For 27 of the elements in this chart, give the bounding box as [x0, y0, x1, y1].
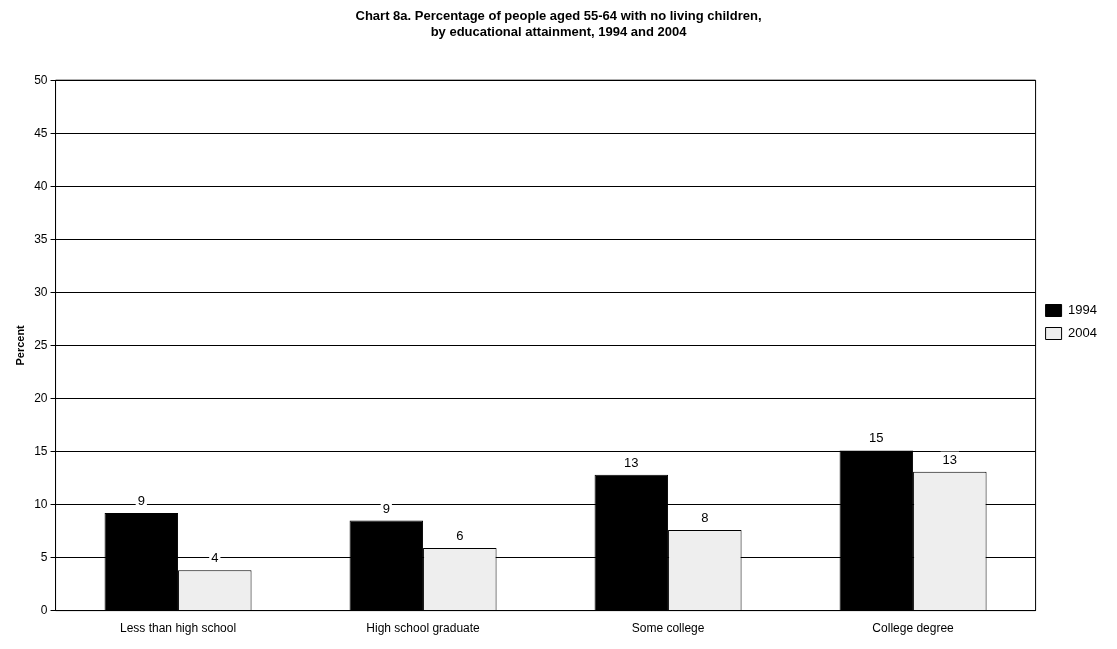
x-tick-label: College degree [872, 621, 955, 636]
data-label: 9 [137, 493, 145, 509]
y-tick-label: 10 [34, 496, 48, 511]
data-label: 6 [456, 528, 464, 544]
y-tick-label: 0 [40, 602, 48, 617]
y-axis-title: Percent [13, 324, 26, 366]
y-tick-label: 20 [34, 390, 48, 405]
y-tick-label: 30 [34, 284, 48, 299]
y-tick-label: 35 [34, 231, 48, 246]
legend-label: 2004 [1068, 325, 1097, 341]
x-tick-label: High school graduate [366, 621, 481, 636]
y-tick-label: 50 [34, 72, 48, 87]
data-label: 15 [869, 430, 884, 446]
y-tick-label: 45 [34, 125, 48, 140]
y-tick-label: 15 [34, 443, 48, 458]
data-label: 9 [382, 500, 390, 516]
y-tick-label: 25 [34, 337, 48, 352]
data-label: 8 [701, 510, 709, 526]
chart-title: Chart 8a. Percentage of people aged 55-64 with no living children, by educational attainment, 1994 and 2004 [355, 8, 762, 39]
x-tick-label: Some college [631, 621, 705, 636]
data-label: 13 [624, 454, 639, 470]
data-label: 4 [211, 550, 219, 566]
x-tick-label: Less than high school [120, 621, 237, 636]
y-tick-label: 5 [40, 549, 48, 564]
y-tick-label: 40 [34, 178, 48, 193]
legend-label: 1994 [1068, 302, 1097, 318]
data-label: 13 [942, 451, 958, 467]
